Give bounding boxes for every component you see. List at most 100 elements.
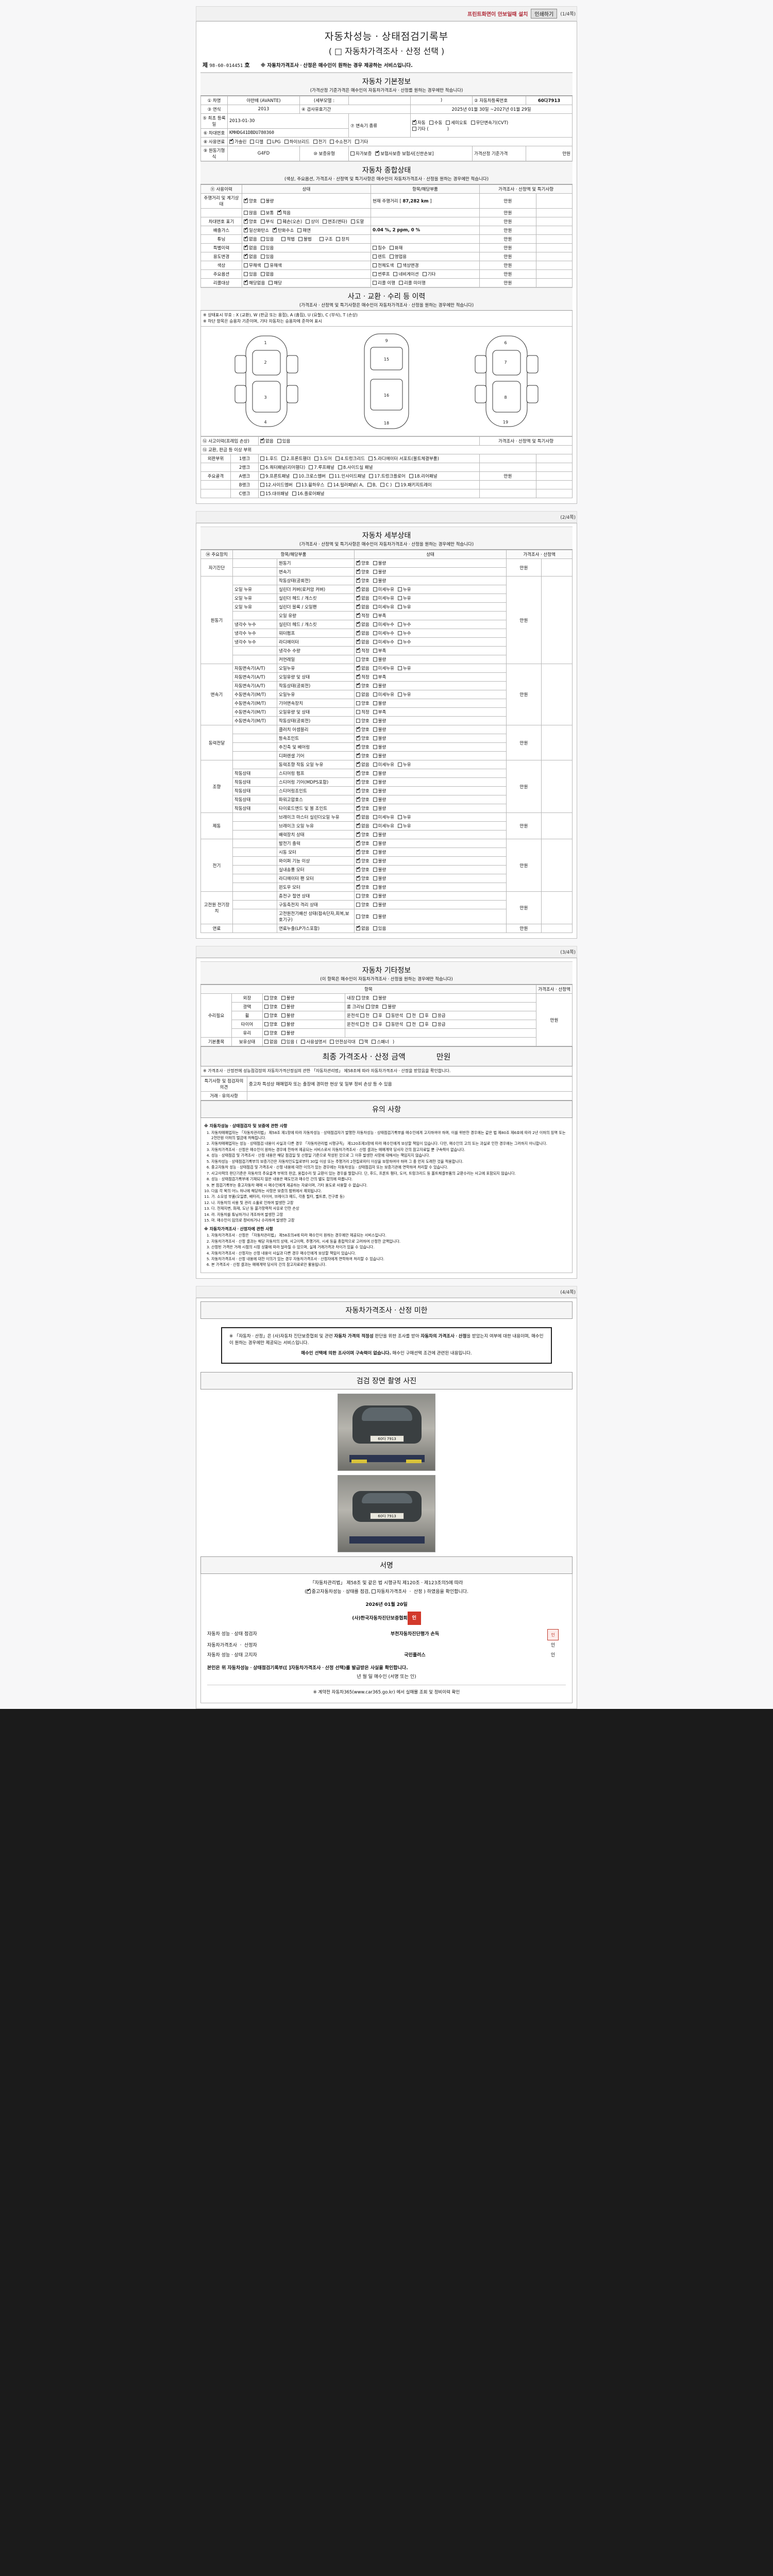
other-right-2-4[interactable]: 후	[419, 1012, 429, 1019]
detail-opt-1-2-2[interactable]: 누유	[397, 595, 411, 601]
detail-opt-1-5-0[interactable]: 없음	[356, 621, 369, 628]
detail-price[interactable]	[541, 725, 573, 760]
detail-opt-0-0-1[interactable]: 불량	[373, 560, 386, 566]
detail-opt-2-3-0[interactable]: 없음	[356, 691, 369, 698]
overall-row-price[interactable]	[535, 226, 573, 235]
other-right-2-5[interactable]: 응급	[432, 1012, 446, 1019]
accident-part-0-0[interactable]: 1.후드	[260, 455, 278, 462]
other-right-1-0[interactable]: 양호	[365, 1004, 379, 1010]
detail-opt-6-0-0[interactable]: 양호	[356, 840, 369, 846]
basic-sub-0[interactable]: 사용설명서	[301, 1039, 326, 1045]
detail-opt-1-6-0[interactable]: 없음	[356, 630, 369, 636]
detail-opt-6-4-1[interactable]: 불량	[373, 875, 386, 882]
accident-part-3-4[interactable]: C )	[380, 483, 392, 488]
install-link[interactable]: 프린트화면이 안보일때 설치	[467, 12, 528, 18]
overall-row-price[interactable]	[535, 269, 573, 279]
accident-part-3-5[interactable]: 19.패키지트레이	[395, 482, 432, 488]
accident-part-2-1[interactable]: 10.크로스멤버	[293, 473, 326, 479]
detail-opt-7-2-0[interactable]: 양호	[356, 913, 369, 920]
detail-opt-2-4-1[interactable]: 불량	[373, 700, 386, 706]
overall-row-price[interactable]	[535, 252, 573, 261]
overall-state-8-0[interactable]: 있음	[244, 271, 257, 277]
accident-price[interactable]	[535, 471, 573, 481]
overall-item-5-1[interactable]: 화재	[389, 245, 402, 251]
detail-opt-2-5-0[interactable]: 적정	[356, 709, 369, 715]
detail-opt-2-4-0[interactable]: 양호	[356, 700, 369, 706]
detail-opt-3-1-1[interactable]: 불량	[373, 735, 386, 741]
accident-part-1-2[interactable]: 8.사이드실 패널	[338, 464, 373, 470]
warranty-option-0[interactable]: 자가보증	[350, 150, 372, 157]
frame-option-1[interactable]: 있음	[277, 438, 290, 444]
detail-opt-1-2-0[interactable]: 없음	[356, 595, 369, 601]
detail-opt-1-9-1[interactable]: 불량	[373, 656, 386, 663]
accident-part-0-3[interactable]: 4.트렁크리드	[335, 455, 365, 462]
detail-opt-2-3-2[interactable]: 누유	[397, 691, 411, 698]
detail-opt-7-2-1[interactable]: 불량	[373, 913, 386, 920]
accident-part-4-1[interactable]: 16.플로어패널	[292, 490, 324, 497]
other-left-4-0[interactable]: 양호	[264, 1030, 278, 1036]
detail-opt-8-0-1[interactable]: 있음	[373, 925, 386, 931]
detail-opt-1-6-2[interactable]: 누수	[397, 630, 411, 636]
overall-item-6-1[interactable]: 영업용	[389, 253, 407, 260]
accident-price[interactable]	[535, 454, 573, 463]
other-left-1-1[interactable]: 불량	[281, 1004, 294, 1010]
seller-value[interactable]	[247, 1091, 573, 1100]
detail-opt-6-5-1[interactable]: 불량	[373, 884, 386, 890]
detail-opt-2-2-1[interactable]: 불량	[373, 683, 386, 689]
overall-row-price[interactable]	[535, 261, 573, 270]
other-right-0-1[interactable]: 불량	[373, 995, 386, 1001]
detail-opt-1-7-2[interactable]: 누수	[397, 639, 411, 645]
detail-opt-1-4-0[interactable]: 적정	[356, 613, 369, 619]
detail-opt-1-3-1[interactable]: 미세누유	[373, 604, 394, 610]
overall-item-5-0[interactable]: 침수	[373, 245, 386, 251]
sign-check-performance[interactable]	[306, 1588, 311, 1594]
other-right-3-4[interactable]: 후	[419, 1021, 429, 1027]
detail-opt-4-5-1[interactable]: 불량	[373, 805, 386, 811]
detail-opt-6-3-1[interactable]: 불량	[373, 867, 386, 873]
overall-state-5-1[interactable]: 있음	[260, 245, 274, 251]
detail-opt-7-0-1[interactable]: 불량	[373, 893, 386, 899]
overall-item-7-1[interactable]: 색상변경	[397, 262, 419, 268]
detail-opt-5-1-2[interactable]: 누유	[397, 823, 411, 829]
other-left-3-1[interactable]: 불량	[281, 1021, 294, 1027]
detail-opt-1-7-1[interactable]: 미세누수	[373, 639, 394, 645]
fuel-option-2[interactable]: LPG	[267, 140, 281, 145]
detail-opt-1-7-0[interactable]: 없음	[356, 639, 369, 645]
other-left-1-0[interactable]: 양호	[264, 1004, 278, 1010]
detail-opt-2-0-2[interactable]: 누유	[397, 665, 411, 671]
detail-price[interactable]	[541, 924, 573, 933]
trans-other-value[interactable]	[430, 127, 446, 132]
accident-price[interactable]	[535, 489, 573, 498]
frame-option-0[interactable]: 없음	[260, 438, 274, 444]
detail-opt-5-2-0[interactable]: 양호	[356, 832, 369, 838]
other-right-3-3[interactable]: 전	[407, 1021, 416, 1027]
detail-opt-6-1-1[interactable]: 불량	[373, 849, 386, 855]
fuel-option-1[interactable]: 디젤	[250, 139, 263, 145]
detail-opt-7-1-0[interactable]: 양호	[356, 902, 369, 908]
overall-state-5-0[interactable]: 없음	[244, 245, 257, 251]
detail-opt-2-0-0[interactable]: 없음	[356, 665, 369, 671]
detail-opt-6-5-0[interactable]: 양호	[356, 884, 369, 890]
detail-opt-1-3-0[interactable]: 없음	[356, 604, 369, 610]
accident-part-2-2[interactable]: 11.인사이드패널	[329, 473, 365, 479]
accident-part-3-1[interactable]: 13.휠하우스	[296, 482, 324, 488]
overall-state-3-0[interactable]: 일산화탄소	[244, 227, 269, 233]
overall-state-7-0[interactable]: 무채색	[244, 262, 261, 268]
basic-opt-0[interactable]: 없음	[264, 1039, 278, 1045]
fuel-option-6[interactable]: 기타	[355, 139, 368, 145]
detail-opt-5-2-1[interactable]: 불량	[373, 832, 386, 838]
overall-state-1-2[interactable]: 적음	[277, 210, 291, 216]
overall-state-8-1[interactable]: 없음	[260, 271, 274, 277]
basic-sub-1[interactable]: 안전삼각대	[330, 1039, 356, 1045]
detail-opt-4-1-1[interactable]: 불량	[373, 770, 386, 776]
accident-part-1-1[interactable]: 7.루프패널	[309, 464, 334, 470]
detail-opt-2-3-1[interactable]: 미세누유	[373, 691, 394, 698]
overall-state2-4-0[interactable]: 적법	[281, 236, 295, 242]
detail-opt-4-0-2[interactable]: 누유	[397, 761, 411, 768]
detail-opt-7-1-1[interactable]: 불량	[373, 902, 386, 908]
detail-opt-4-3-0[interactable]: 양호	[356, 788, 369, 794]
detail-opt-6-0-1[interactable]: 불량	[373, 840, 386, 846]
detail-opt-1-9-0[interactable]: 양호	[356, 656, 369, 663]
accident-part-3-3[interactable]: B,	[367, 483, 377, 488]
detail-opt-1-8-1[interactable]: 부족	[373, 648, 386, 654]
